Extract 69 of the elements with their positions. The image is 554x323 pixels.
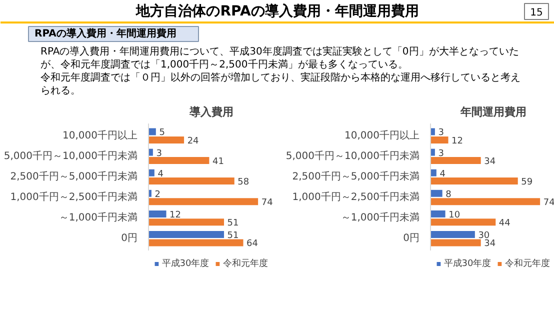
data-label: 10 [448, 210, 460, 220]
data-label: 74 [543, 198, 554, 208]
bar [148, 148, 153, 156]
data-label: 12 [452, 136, 464, 146]
bar [148, 231, 224, 238]
data-label: 2 [154, 190, 160, 200]
data-label: 58 [238, 178, 250, 188]
data-label: 34 [484, 157, 496, 167]
chart-title: 年間運用費用 [460, 106, 526, 118]
y-tick-label: ～1,000千円未満 [58, 212, 138, 224]
bar [148, 136, 184, 144]
data-label: 3 [156, 148, 162, 159]
legend-label: 平成30年度 [444, 258, 492, 270]
bar [430, 148, 435, 156]
y-tick-label: 1,000千円～2,500千円未満 [10, 191, 138, 203]
bar [430, 157, 481, 164]
data-label: 12 [170, 210, 182, 220]
bar [430, 136, 448, 144]
data-label: 34 [484, 239, 496, 250]
data-label: 64 [246, 239, 258, 250]
data-label: 59 [521, 178, 533, 188]
y-tick-label: 5,000千円～10,000千円未満 [4, 150, 138, 162]
text: RPAの導入費用・年間運用費用 [34, 28, 176, 40]
bar [430, 169, 436, 176]
bar [148, 157, 210, 164]
y-tick-label: 2,500千円～5,000千円未満 [10, 170, 138, 182]
text: RPAの導入費用・年間運用費用について、平成30年度調査では実証実験として「0円」が大半となっていたが、令和元年度調査では「1,000千円～2,500千円未満」が最も多くなっている。 [40, 46, 519, 70]
y-tick-label: ～1,000千円未満 [340, 212, 420, 224]
y-tick-label: 10,000千円以上 [344, 129, 420, 142]
bar [148, 178, 234, 185]
y-tick-label: 5,000千円～10,000千円未満 [286, 150, 420, 162]
data-label: 51 [227, 231, 239, 241]
bar [430, 178, 518, 185]
bar [148, 239, 244, 246]
bar [148, 198, 258, 206]
data-label: 51 [227, 218, 239, 229]
legend-label: 令和元年度 [505, 258, 550, 270]
legend-label: 平成30年度 [162, 258, 210, 270]
bar [430, 218, 496, 226]
bar [148, 210, 166, 218]
y-tick-label: 0円 [403, 233, 420, 244]
data-label: 8 [446, 190, 452, 200]
bar [430, 210, 446, 218]
text: 15 [530, 8, 543, 18]
data-label: 3 [438, 128, 444, 138]
data-label: 44 [498, 218, 511, 229]
data-label: 4 [158, 169, 164, 180]
bar [430, 231, 475, 238]
legend-label: 令和元年度 [223, 258, 268, 270]
chart-title: 導入費用 [188, 106, 234, 118]
bar [148, 218, 224, 226]
y-tick-label: 1,000千円～2,500千円未満 [292, 191, 420, 203]
data-label: 4 [440, 169, 446, 180]
data-label: 24 [187, 136, 200, 146]
data-label: 74 [261, 198, 274, 208]
text: 地方自治体のRPAの導入費用・年間運用費用 [135, 2, 419, 20]
y-tick-label: 2,500千円～5,000千円未満 [292, 170, 420, 182]
text: 令和元年度調査では「０円」以外の回答が増加しており、実証段階から本格的な運用へ移行していると考えられる。 [40, 72, 520, 96]
y-tick-label: 0円 [121, 233, 138, 244]
bar [148, 128, 156, 136]
y-tick-label: 10,000千円以上 [62, 129, 138, 142]
data-label: 3 [438, 148, 444, 159]
bar [430, 128, 435, 136]
bar [148, 169, 154, 176]
bar [430, 239, 481, 246]
data-label: 5 [159, 128, 165, 138]
bar [430, 190, 442, 197]
bar [430, 198, 540, 206]
data-label: 41 [212, 157, 224, 167]
